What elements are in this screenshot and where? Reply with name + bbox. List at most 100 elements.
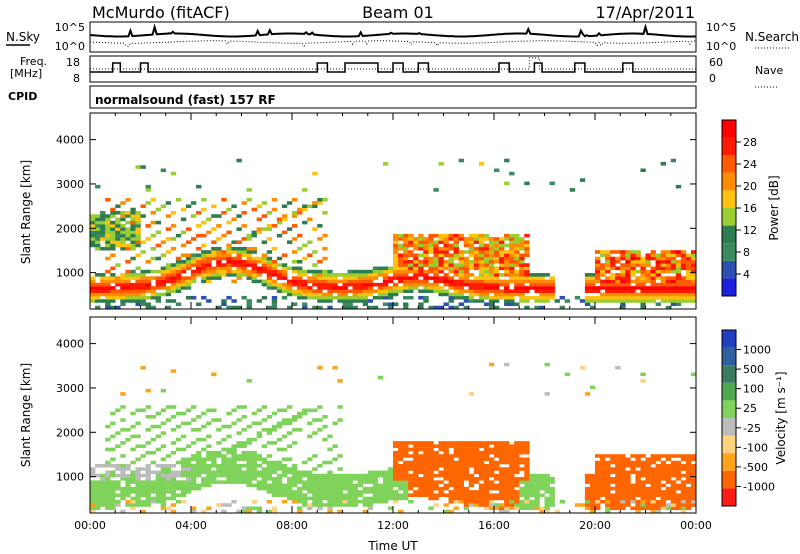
velocity-cell (468, 480, 475, 484)
velocity-cell (256, 408, 262, 413)
velocity-cell (352, 483, 358, 488)
velocity-cell (458, 444, 464, 448)
velocity-cell (433, 486, 439, 491)
velocity-cell (418, 486, 424, 491)
power-cell (433, 253, 439, 258)
velocity-cell (514, 457, 520, 462)
power-cell (226, 250, 232, 254)
velocity-cell (201, 457, 207, 462)
power-cell (241, 266, 247, 271)
velocity-cell (261, 460, 268, 465)
velocity-cell (620, 470, 626, 475)
power-cell (524, 286, 530, 290)
power-cell (398, 256, 404, 261)
velocity-cell (251, 411, 257, 416)
velocity-cell (438, 490, 444, 494)
velocity-cell (499, 441, 505, 445)
power-cell (276, 233, 283, 238)
power-cell (499, 266, 505, 271)
power-cell (499, 240, 505, 244)
power-cell (509, 253, 515, 258)
power-cell (231, 299, 237, 303)
velocity-cell (423, 457, 429, 462)
power-cell (403, 250, 409, 254)
velocity-cell (660, 473, 666, 478)
velocity-cell (488, 467, 495, 471)
velocity-cell (534, 490, 540, 494)
velocity-cell (529, 473, 535, 478)
velocity-colorbar-boxes (722, 330, 736, 506)
power-cell (610, 276, 616, 280)
power-cell (625, 299, 631, 303)
power-cell (488, 276, 495, 280)
power-cell (453, 292, 459, 297)
power-cell (413, 282, 419, 287)
power-cell (690, 292, 697, 297)
power-cell (463, 273, 470, 277)
power-cell (110, 243, 116, 248)
velocity-cell (170, 503, 177, 507)
power-cell (499, 295, 505, 300)
velocity-cell (398, 486, 404, 491)
power-cell (504, 243, 510, 248)
power-cell (423, 295, 429, 300)
power-cell (175, 256, 182, 261)
velocity-cell (302, 411, 308, 416)
power-cell (302, 269, 308, 274)
power-cell (251, 207, 257, 212)
velocity-cell (271, 441, 278, 445)
power-cell (382, 286, 389, 290)
velocity-cell (605, 496, 611, 501)
velocity-cell (226, 424, 232, 429)
velocity-cell (297, 415, 303, 419)
power-cell (271, 266, 278, 271)
velocity-cell (504, 473, 510, 478)
power-cell (115, 305, 121, 310)
power-cell (271, 286, 278, 290)
power-cell (463, 260, 470, 264)
velocity-cell (337, 454, 343, 458)
power-cell (408, 279, 414, 284)
power-cell (327, 295, 333, 300)
power-cell (347, 273, 353, 277)
power-cell (423, 250, 429, 254)
velocity-cell (403, 473, 409, 478)
velocity-cell (478, 460, 485, 465)
power-cell (170, 279, 177, 284)
power-cell (256, 204, 262, 209)
velocity-cell (605, 473, 611, 478)
velocity-y-tick-label: 3000 (56, 382, 84, 395)
velocity-cell (145, 388, 151, 393)
velocity-cell (347, 483, 353, 488)
velocity-cell (130, 490, 136, 494)
velocity-cell (660, 483, 666, 488)
velocity-cell (206, 480, 212, 484)
power-cell (610, 292, 616, 297)
power-cell (398, 279, 404, 284)
power-cell (494, 295, 500, 300)
velocity-cell (398, 457, 404, 462)
power-cell (302, 295, 308, 300)
velocity-cell (458, 441, 464, 445)
power-cell (271, 299, 278, 303)
velocity-cell (261, 444, 268, 448)
power-cell (145, 224, 151, 228)
power-cell (418, 305, 424, 310)
velocity-cell (155, 480, 161, 484)
velocity-cell (372, 473, 379, 478)
velocity-cell (342, 493, 348, 497)
power-cell (620, 302, 626, 307)
velocity-cell (317, 480, 323, 484)
velocity-cell (95, 496, 101, 501)
velocity-cell (90, 490, 96, 494)
velocity-cell (443, 454, 449, 458)
velocity-colorbar-tick-label: -100 (743, 441, 768, 454)
power-colorbar-swatch (722, 243, 736, 261)
velocity-cell (110, 493, 116, 497)
power-cell (610, 286, 616, 290)
velocity-cell (595, 493, 601, 497)
velocity-cell (433, 503, 439, 507)
velocity-cell (251, 483, 257, 488)
velocity-cell (317, 486, 323, 491)
power-cell (680, 292, 687, 297)
